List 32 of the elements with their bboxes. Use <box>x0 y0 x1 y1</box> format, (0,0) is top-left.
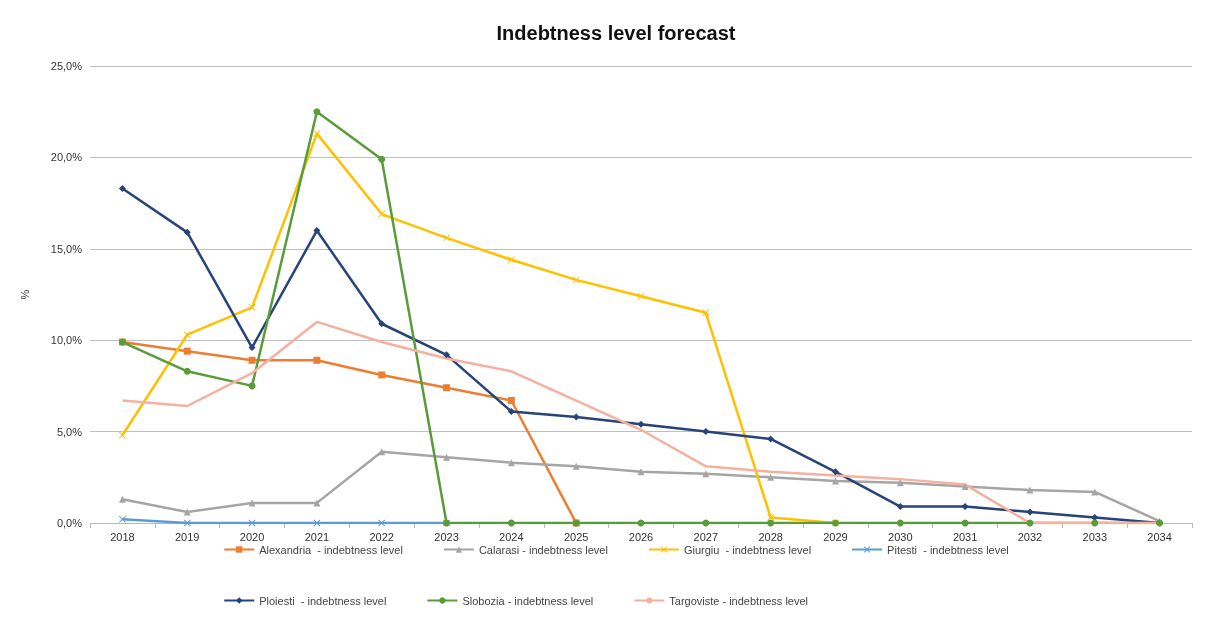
y-tick-label: 15,0% <box>50 242 83 255</box>
chart-title: Indebtness level forecast <box>496 22 736 44</box>
x-tick-label: 2018 <box>110 530 135 543</box>
legend-label: Targoviste - indebtness level <box>669 594 809 607</box>
x-tick-label: 2034 <box>1147 530 1172 543</box>
x-tick-label: 2026 <box>628 530 654 543</box>
x-tick-label: 2020 <box>239 530 265 543</box>
x-tick-label: 2025 <box>563 530 589 543</box>
legend-label: Slobozia - indebtness level <box>462 594 594 607</box>
y-tick-label: 25,0% <box>50 60 83 72</box>
x-tick-label: 2028 <box>758 530 783 543</box>
y-tick-label: 20,0% <box>50 151 83 164</box>
legend-label: Alexandria - indebtness level <box>259 543 403 556</box>
x-tick-label: 2029 <box>823 530 848 543</box>
legend-label: Pitesti - indebtness level <box>887 543 1009 556</box>
x-tick-label: 2027 <box>693 530 719 543</box>
x-tick-label: 2021 <box>304 530 330 543</box>
x-tick-label: 2030 <box>888 530 913 543</box>
x-tick-label: 2023 <box>434 530 459 543</box>
legend-label: Ploiesti - indebtness level <box>259 594 387 607</box>
x-tick-label: 2024 <box>499 530 524 543</box>
y-axis-title: % <box>18 289 31 300</box>
x-tick-label: 2031 <box>952 530 978 543</box>
x-tick-label: 2032 <box>1017 530 1043 543</box>
y-tick-label: 0,0% <box>56 517 83 529</box>
y-tick-label: 5,0% <box>56 425 83 438</box>
x-tick-label: 2022 <box>369 530 394 543</box>
x-tick-label: 2033 <box>1082 530 1108 543</box>
legend-label: Giurgiu - indebtness level <box>683 543 812 556</box>
x-tick-label: 2019 <box>174 530 200 543</box>
y-tick-label: 10,0% <box>50 334 83 347</box>
legend-label: Calarasi - indebtness level <box>478 543 608 556</box>
